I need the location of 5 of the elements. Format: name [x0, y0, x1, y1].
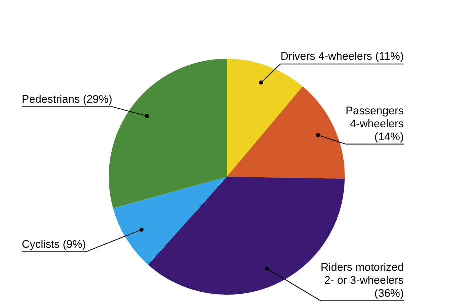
slice-label: Drivers 4-wheelers (11%) — [280, 51, 404, 64]
slice-label: Pedestrians (29%) — [22, 94, 112, 106]
slice-label: Passengers 4-wheelers (14%) — [346, 105, 404, 144]
slice-label: Riders motorized 2- or 3-wheelers (36%) — [320, 262, 404, 300]
slice-label: Cyclists (9%) — [22, 238, 86, 251]
